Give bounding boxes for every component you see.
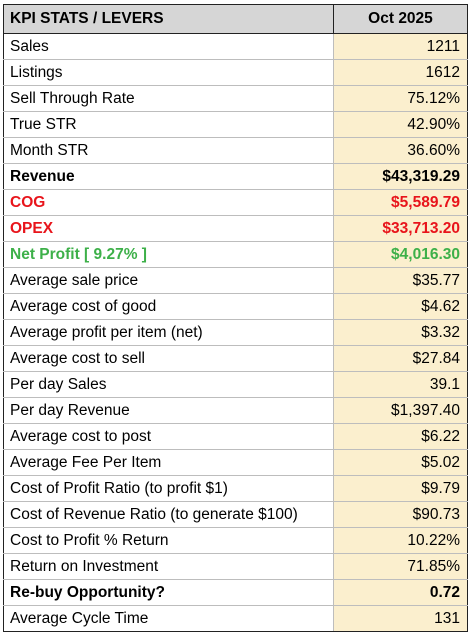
table-body: Sales 1211 Listings 1612 Sell Through Rate 75… bbox=[3, 33, 468, 632]
metric-label[interactable]: Average Cycle Time bbox=[3, 605, 334, 632]
table-row: Average Fee Per Item $5.02 bbox=[3, 449, 468, 476]
metric-label[interactable]: Cost of Revenue Ratio (to generate $100) bbox=[3, 501, 334, 528]
metric-label[interactable]: Average Fee Per Item bbox=[3, 449, 334, 476]
metric-value[interactable]: $4,016.30 bbox=[333, 241, 468, 268]
table-row: Per day Revenue $1,397.40 bbox=[3, 397, 468, 424]
metric-value[interactable]: $5,589.79 bbox=[333, 189, 468, 216]
metric-label[interactable]: Month STR bbox=[3, 137, 334, 164]
table-row: Listings 1612 bbox=[3, 59, 468, 86]
table-row: Re-buy Opportunity? 0.72 bbox=[3, 579, 468, 606]
metric-label[interactable]: Cost of Profit Ratio (to profit $1) bbox=[3, 475, 334, 502]
table-row: Average profit per item (net) $3.32 bbox=[3, 319, 468, 346]
table-row: True STR 42.90% bbox=[3, 111, 468, 138]
table-row: Per day Sales 39.1 bbox=[3, 371, 468, 398]
metric-value[interactable]: 1211 bbox=[333, 33, 468, 60]
table-row: Revenue $43,319.29 bbox=[3, 163, 468, 190]
table-row: Average cost to sell $27.84 bbox=[3, 345, 468, 372]
metric-value[interactable]: $5.02 bbox=[333, 449, 468, 476]
metric-label[interactable]: Average profit per item (net) bbox=[3, 319, 334, 346]
table-row: Average cost to post $6.22 bbox=[3, 423, 468, 450]
metric-label[interactable]: Sales bbox=[3, 33, 334, 60]
metric-label[interactable]: Sell Through Rate bbox=[3, 85, 334, 112]
metric-label[interactable]: Re-buy Opportunity? bbox=[3, 579, 334, 606]
metric-value[interactable]: $33,713.20 bbox=[333, 215, 468, 242]
header-month[interactable]: Oct 2025 bbox=[333, 4, 468, 34]
table-row: Average Cycle Time 131 bbox=[3, 605, 468, 632]
kpi-table-container: KPI STATS / LEVERS Oct 2025 Sales 1211 Lis… bbox=[3, 4, 468, 632]
table-row: Cost of Profit Ratio (to profit $1) $9.79 bbox=[3, 475, 468, 502]
metric-value[interactable]: 10.22% bbox=[333, 527, 468, 554]
metric-value[interactable]: 131 bbox=[333, 605, 468, 632]
metric-value[interactable]: $1,397.40 bbox=[333, 397, 468, 424]
header-kpi-stats[interactable]: KPI STATS / LEVERS bbox=[3, 4, 334, 34]
metric-value[interactable]: $43,319.29 bbox=[333, 163, 468, 190]
table-row: Return on Investment 71.85% bbox=[3, 553, 468, 580]
metric-label[interactable]: Average sale price bbox=[3, 267, 334, 294]
metric-value[interactable]: $35.77 bbox=[333, 267, 468, 294]
metric-value[interactable]: 42.90% bbox=[333, 111, 468, 138]
metric-value[interactable]: $27.84 bbox=[333, 345, 468, 372]
table-row: COG $5,589.79 bbox=[3, 189, 468, 216]
metric-label[interactable]: Cost to Profit % Return bbox=[3, 527, 334, 554]
metric-label[interactable]: Net Profit [ 9.27% ] bbox=[3, 241, 334, 268]
table-row: OPEX $33,713.20 bbox=[3, 215, 468, 242]
metric-value[interactable]: $6.22 bbox=[333, 423, 468, 450]
table-row: Cost to Profit % Return 10.22% bbox=[3, 527, 468, 554]
metric-label[interactable]: Listings bbox=[3, 59, 334, 86]
metric-value[interactable]: 39.1 bbox=[333, 371, 468, 398]
metric-label[interactable]: Average cost to post bbox=[3, 423, 334, 450]
metric-value[interactable]: 71.85% bbox=[333, 553, 468, 580]
table-row: Net Profit [ 9.27% ] $4,016.30 bbox=[3, 241, 468, 268]
metric-label[interactable]: True STR bbox=[3, 111, 334, 138]
metric-label[interactable]: Average cost of good bbox=[3, 293, 334, 320]
metric-label[interactable]: COG bbox=[3, 189, 334, 216]
table-row: Sell Through Rate 75.12% bbox=[3, 85, 468, 112]
kpi-table: KPI STATS / LEVERS Oct 2025 Sales 1211 Lis… bbox=[3, 4, 468, 632]
metric-value[interactable]: 75.12% bbox=[333, 85, 468, 112]
metric-value[interactable]: 1612 bbox=[333, 59, 468, 86]
table-row: Average cost of good $4.62 bbox=[3, 293, 468, 320]
metric-value[interactable]: 36.60% bbox=[333, 137, 468, 164]
metric-label[interactable]: Per day Revenue bbox=[3, 397, 334, 424]
metric-value[interactable]: $9.79 bbox=[333, 475, 468, 502]
table-header-row: KPI STATS / LEVERS Oct 2025 bbox=[3, 4, 468, 34]
metric-label[interactable]: Average cost to sell bbox=[3, 345, 334, 372]
metric-value[interactable]: $90.73 bbox=[333, 501, 468, 528]
metric-label[interactable]: Return on Investment bbox=[3, 553, 334, 580]
metric-label[interactable]: Revenue bbox=[3, 163, 334, 190]
metric-label[interactable]: Per day Sales bbox=[3, 371, 334, 398]
metric-value[interactable]: $3.32 bbox=[333, 319, 468, 346]
metric-value[interactable]: 0.72 bbox=[333, 579, 468, 606]
metric-value[interactable]: $4.62 bbox=[333, 293, 468, 320]
table-row: Cost of Revenue Ratio (to generate $100)… bbox=[3, 501, 468, 528]
table-row: Month STR 36.60% bbox=[3, 137, 468, 164]
table-row: Average sale price $35.77 bbox=[3, 267, 468, 294]
metric-label[interactable]: OPEX bbox=[3, 215, 334, 242]
table-row: Sales 1211 bbox=[3, 33, 468, 60]
